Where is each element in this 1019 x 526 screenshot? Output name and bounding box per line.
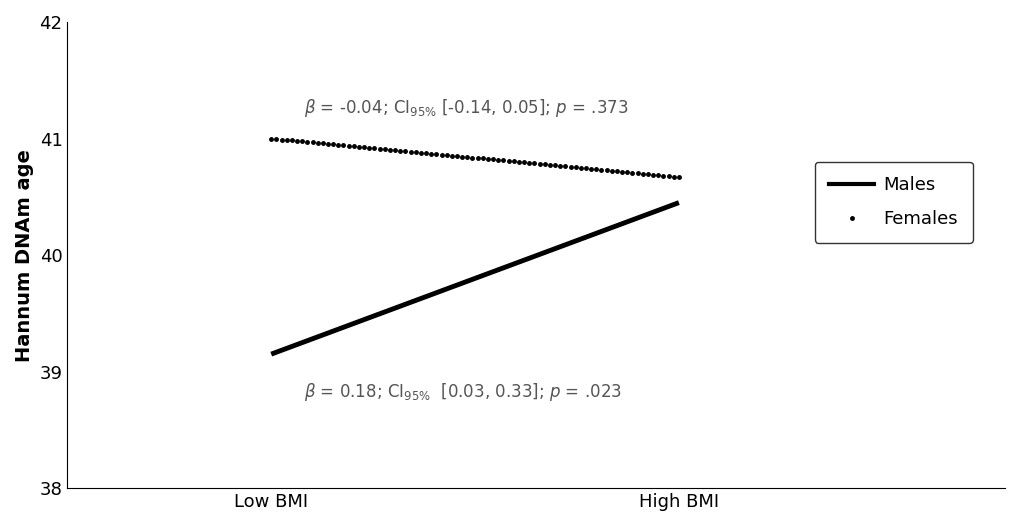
Y-axis label: Hannum DNAm age: Hannum DNAm age (15, 149, 34, 361)
Legend: Males, Females: Males, Females (814, 161, 971, 242)
Text: $\beta$ = -0.04; CI$_{95\%}$ [-0.14, 0.05]; $p$ = .373: $\beta$ = -0.04; CI$_{95\%}$ [-0.14, 0.0… (304, 97, 628, 119)
Text: $\beta$ = 0.18; CI$_{95\%}$  [0.03, 0.33]; $p$ = .023: $\beta$ = 0.18; CI$_{95\%}$ [0.03, 0.33]… (304, 381, 622, 403)
